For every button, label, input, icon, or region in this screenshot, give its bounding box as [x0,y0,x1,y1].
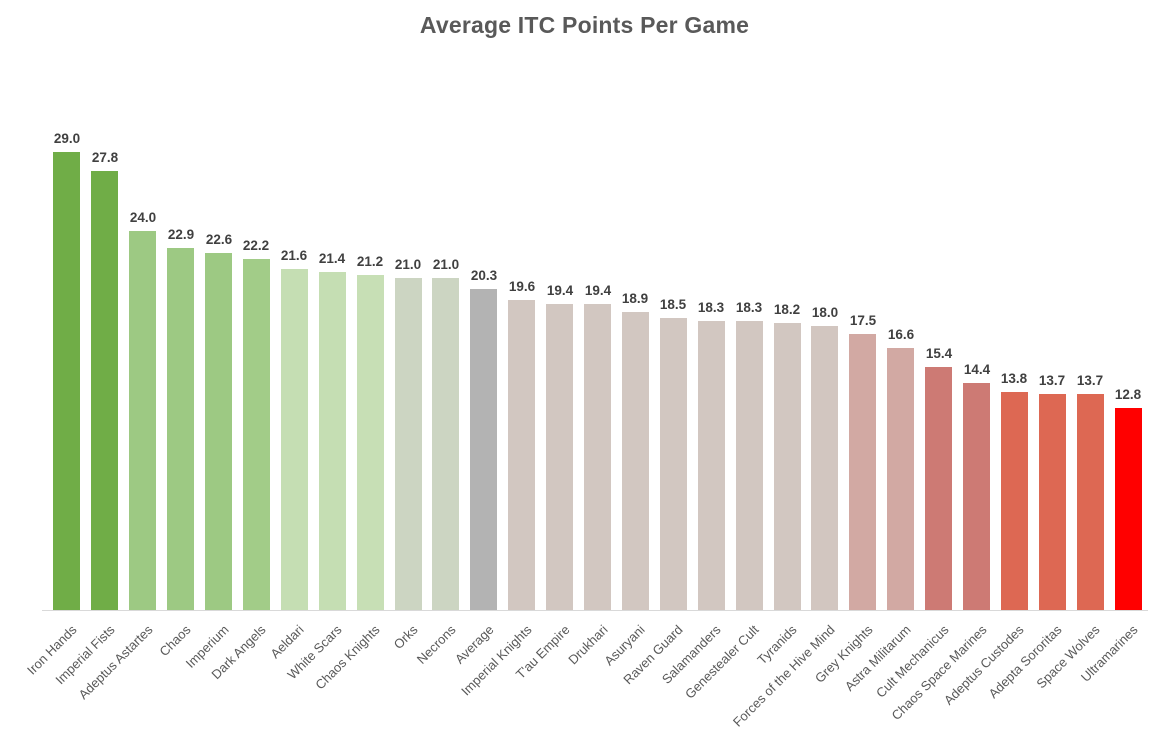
bar-drukhari [584,304,611,610]
value-label: 16.6 [887,327,915,342]
bar-genestealer-cult [736,321,763,610]
bar-t-au-empire [546,304,573,610]
bar-forces-of-the-hive-mind [811,326,838,610]
bar-iron-hands [53,152,80,610]
value-label: 27.8 [91,150,119,165]
bar-chaos-space-marines [963,383,990,610]
value-label: 18.3 [697,300,725,315]
bar-orks [395,278,422,610]
value-label: 18.2 [773,302,801,317]
bar-tyranids [774,323,801,610]
bar-necrons [432,278,459,610]
value-label: 22.9 [167,227,195,242]
bar-asuryani [622,312,649,610]
value-label: 18.5 [659,297,687,312]
value-label: 29.0 [53,131,81,146]
value-label: 18.0 [811,305,839,320]
bar-ultramarines [1115,408,1142,610]
bar-raven-guard [660,318,687,610]
value-label: 19.4 [584,283,612,298]
value-label: 19.4 [546,283,574,298]
x-axis-line [42,610,1148,611]
value-label: 18.9 [621,291,649,306]
value-label: 24.0 [129,210,157,225]
bar-adepta-sororitas [1039,394,1066,610]
bar-adeptus-custodes [1001,392,1028,610]
bar-chaos-knights [357,275,384,610]
bar-astra-militarum [887,348,914,610]
value-label: 13.7 [1038,373,1066,388]
value-label: 21.4 [318,251,346,266]
bar-average [470,289,497,610]
value-label: 19.6 [508,279,536,294]
value-label: 21.2 [356,254,384,269]
bar-chaos [167,248,194,610]
value-label: 15.4 [925,346,953,361]
value-label: 21.0 [432,257,460,272]
value-label: 13.8 [1000,371,1028,386]
value-label: 18.3 [735,300,763,315]
value-label: 22.2 [242,238,270,253]
bar-white-scars [319,272,346,610]
chart-title: Average ITC Points Per Game [419,12,750,38]
bar-dark-angels [243,259,270,610]
bar-imperial-knights [508,300,535,610]
value-label: 22.6 [205,232,233,247]
bar-cult-mechanicus [925,367,952,610]
value-label: 12.8 [1114,387,1142,402]
bar-salamanders [698,321,725,610]
bar-imperial-fists [91,171,118,610]
bar-aeldari [281,269,308,610]
value-label: 14.4 [963,362,991,377]
bar-adeptus-astartes [129,231,156,610]
value-label: 13.7 [1076,373,1104,388]
value-label: 17.5 [849,313,877,328]
bar-space-wolves [1077,394,1104,610]
bar-grey-knights [849,334,876,610]
bar-imperium [205,253,232,610]
value-label: 21.0 [394,257,422,272]
value-label: 21.6 [280,248,308,263]
value-label: 20.3 [470,268,498,283]
